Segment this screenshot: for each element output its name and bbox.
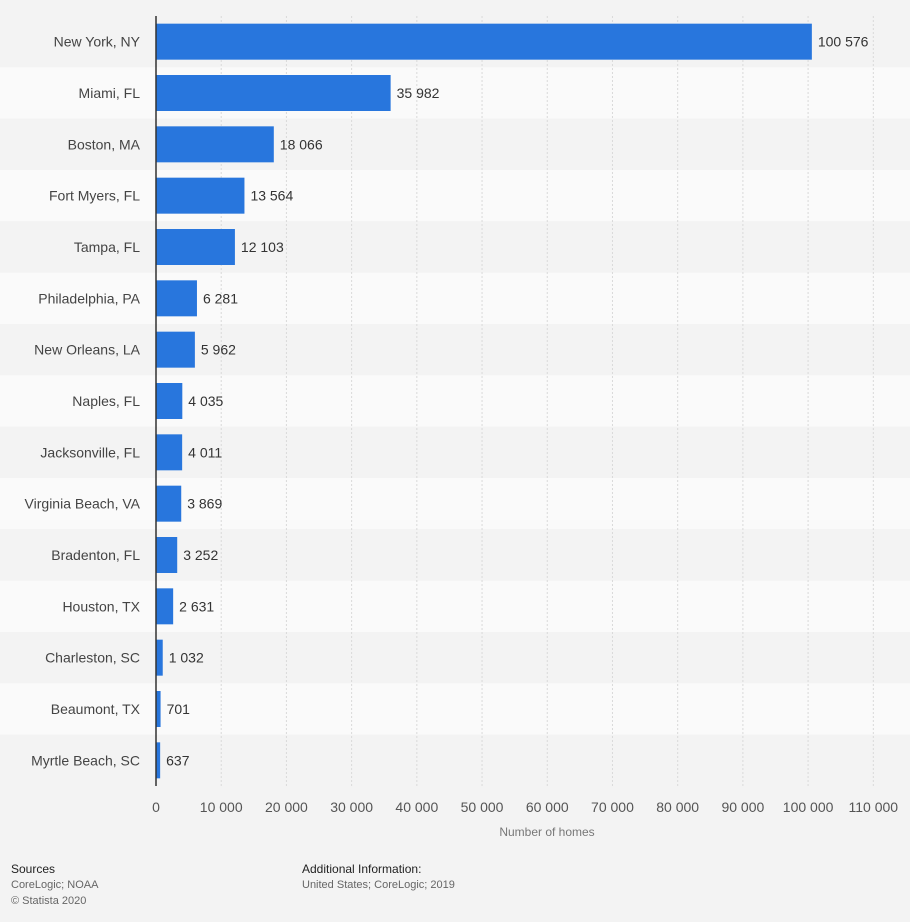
row-band — [0, 478, 910, 530]
additional-info-heading: Additional Information: — [302, 862, 422, 876]
row-band — [0, 272, 910, 324]
row-band — [0, 67, 910, 119]
category-label: Tampa, FL — [74, 239, 140, 255]
category-label: Fort Myers, FL — [49, 188, 140, 204]
x-tick-label: 80 000 — [656, 799, 699, 815]
x-tick-label: 100 000 — [783, 799, 834, 815]
value-label: 18 066 — [280, 136, 323, 152]
bar — [156, 229, 235, 265]
bar — [156, 485, 182, 522]
value-label: 6 281 — [203, 290, 238, 306]
bar — [156, 742, 161, 779]
x-tick-label: 50 000 — [461, 799, 504, 815]
category-label: Virginia Beach, VA — [25, 496, 141, 512]
row-band — [0, 683, 910, 735]
bar-chart: New York, NY 100 576 Miami, FL 35 982 Boston… — [0, 16, 910, 839]
row-band — [0, 529, 910, 581]
value-label: 2 631 — [179, 598, 214, 614]
row-band — [0, 375, 910, 427]
x-tick-label: 20 000 — [265, 799, 308, 815]
x-tick-label: 70 000 — [591, 799, 634, 815]
row-band — [0, 734, 910, 786]
value-label: 100 576 — [818, 34, 869, 50]
category-label: Myrtle Beach, SC — [31, 752, 140, 768]
value-label: 701 — [167, 701, 191, 717]
category-label: Jacksonville, FL — [40, 444, 140, 460]
row-band — [0, 426, 910, 478]
value-label: 3 869 — [187, 496, 222, 512]
category-label: Philadelphia, PA — [38, 290, 140, 306]
bar — [156, 23, 812, 60]
value-label: 3 252 — [183, 547, 218, 563]
x-axis-title: Number of homes — [499, 825, 594, 839]
bar — [156, 75, 391, 111]
value-label: 1 032 — [169, 650, 204, 666]
x-tick-label: 30 000 — [330, 799, 373, 815]
category-label: Charleston, SC — [45, 650, 140, 666]
sources-heading: Sources — [11, 862, 56, 876]
bar — [156, 691, 161, 727]
sources-block: Sources CoreLogic; NOAA © Statista 2020 — [11, 861, 98, 909]
category-label: New Orleans, LA — [34, 342, 140, 358]
bar — [156, 177, 245, 214]
row-band — [0, 580, 910, 632]
row-band — [0, 170, 910, 222]
bar — [156, 383, 183, 419]
category-label: Boston, MA — [68, 136, 141, 152]
x-tick-label: 60 000 — [526, 799, 569, 815]
additional-info-text: United States; CoreLogic; 2019 — [302, 879, 455, 891]
bar — [156, 126, 274, 163]
value-label: 4 035 — [188, 393, 223, 409]
category-label: Naples, FL — [72, 393, 140, 409]
bar — [156, 588, 174, 625]
row-band — [0, 221, 910, 273]
category-label: Houston, TX — [62, 598, 140, 614]
value-label: 5 962 — [201, 342, 236, 358]
x-tick-label: 10 000 — [200, 799, 243, 815]
row-band — [0, 324, 910, 376]
bar — [156, 280, 197, 317]
copyright-text: © Statista 2020 — [11, 895, 87, 907]
row-band — [0, 632, 910, 684]
bar — [156, 537, 178, 573]
x-tick-label: 40 000 — [395, 799, 438, 815]
category-label: Bradenton, FL — [51, 547, 140, 563]
value-label: 4 011 — [188, 444, 222, 460]
value-label: 637 — [166, 752, 190, 768]
category-label: New York, NY — [54, 34, 141, 50]
category-label: Beaumont, TX — [51, 701, 141, 717]
category-label: Miami, FL — [79, 85, 141, 101]
x-tick-label: 0 — [152, 799, 160, 815]
x-tick-label: 110 000 — [849, 799, 899, 815]
value-label: 12 103 — [241, 239, 284, 255]
bar — [156, 434, 183, 471]
bar — [156, 639, 163, 676]
value-label: 13 564 — [250, 188, 293, 204]
x-tick-label: 90 000 — [721, 799, 764, 815]
sources-text: CoreLogic; NOAA — [11, 879, 99, 891]
additional-info-block: Additional Information: United States; C… — [302, 861, 455, 893]
value-label: 35 982 — [397, 85, 440, 101]
bar — [156, 331, 195, 368]
row-band — [0, 118, 910, 170]
